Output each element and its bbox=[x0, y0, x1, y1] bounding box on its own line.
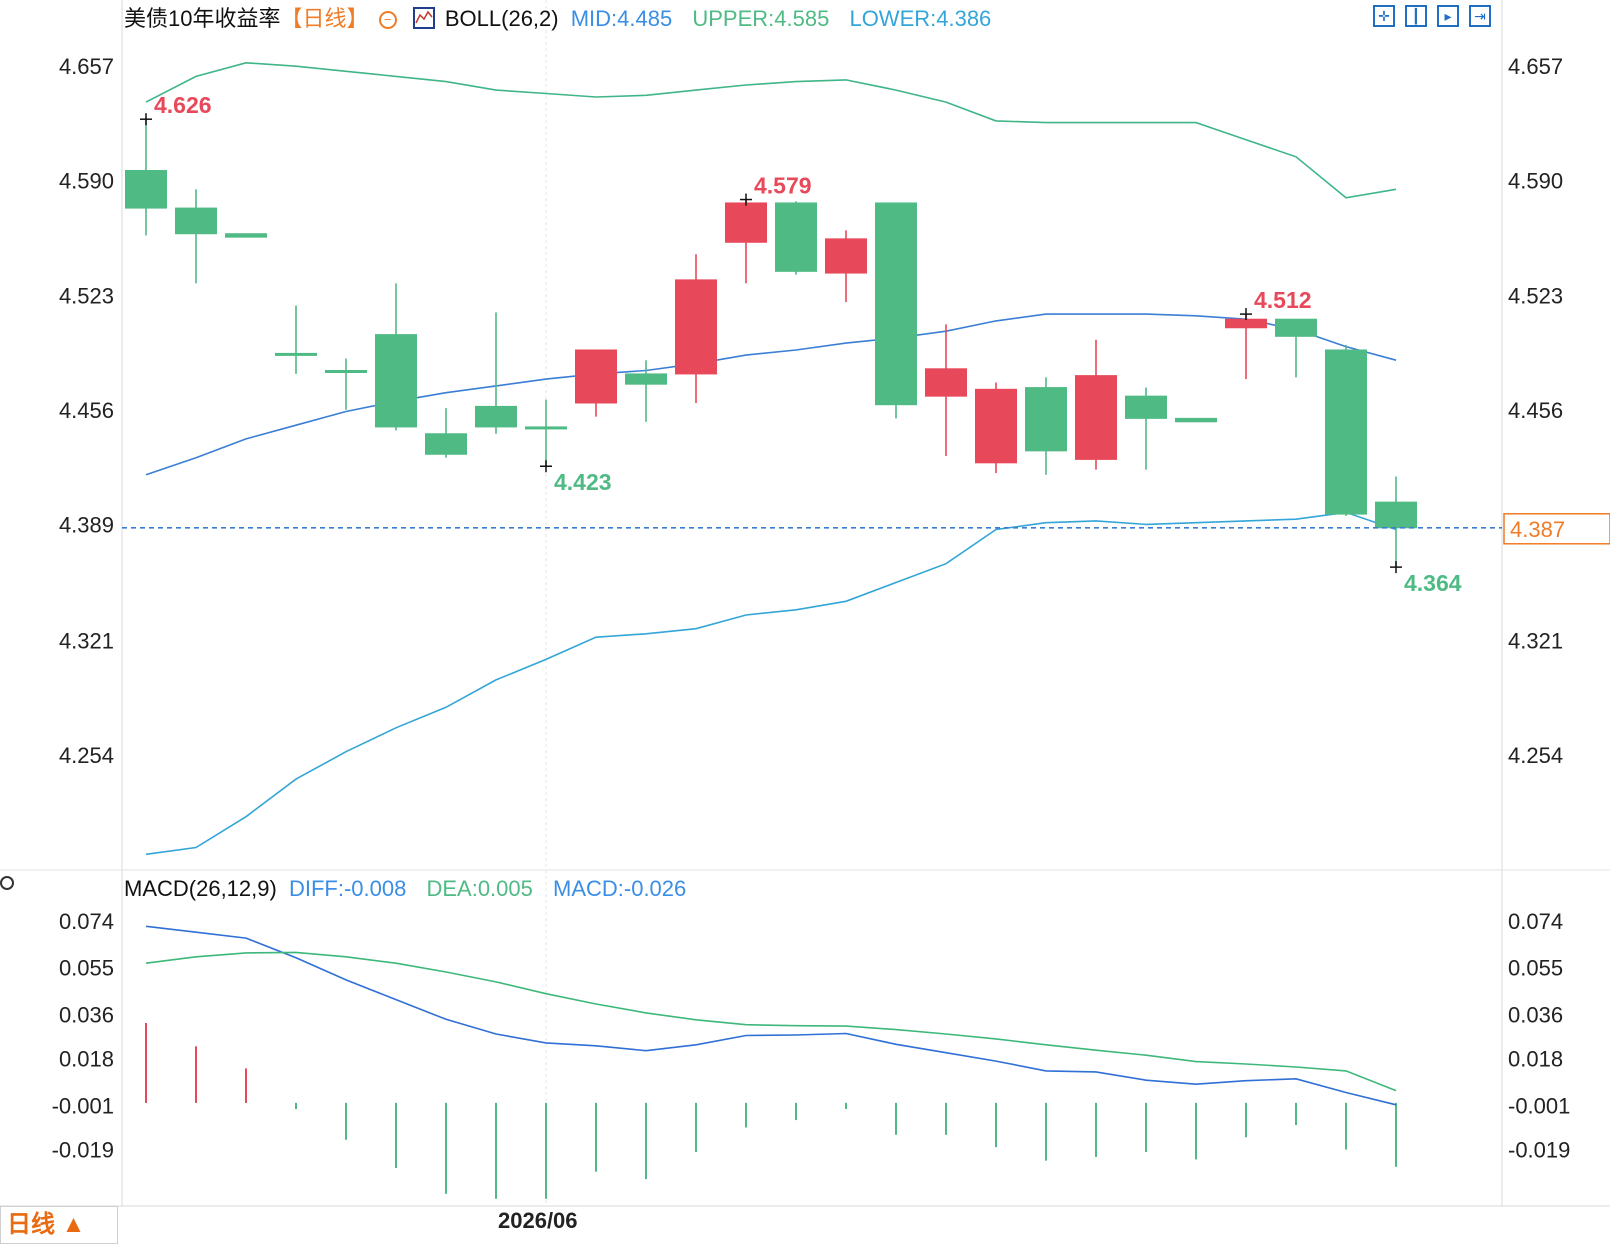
candle-body bbox=[775, 202, 817, 272]
price-tick-label-right: 4.321 bbox=[1508, 629, 1563, 654]
jump-end-icon[interactable]: ⇥ bbox=[1469, 5, 1491, 27]
price-tick-label-right: 4.456 bbox=[1508, 398, 1563, 423]
annotation-label: 4.423 bbox=[554, 469, 612, 495]
macd-tick-label-right: 0.074 bbox=[1508, 909, 1563, 934]
price-tick-label-right: 4.657 bbox=[1508, 54, 1563, 79]
candle-body bbox=[1125, 395, 1167, 419]
macd-tick-label-left: 0.055 bbox=[59, 956, 114, 981]
macd-tick-label-left: -0.001 bbox=[52, 1093, 114, 1118]
gear-icon[interactable] bbox=[0, 876, 14, 890]
candle-body bbox=[825, 238, 867, 274]
macd-macd-value: MACD:-0.026 bbox=[553, 876, 687, 901]
annotation-label: 4.626 bbox=[154, 92, 212, 118]
boll-upper-line bbox=[145, 61, 1397, 199]
candle-body bbox=[1275, 318, 1317, 337]
macd-label: MACD(26,12,9) bbox=[124, 876, 277, 901]
candle-body bbox=[475, 405, 517, 428]
x-axis-date-label: 2026/06 bbox=[498, 1208, 578, 1233]
macd-tick-label-right: -0.001 bbox=[1508, 1093, 1570, 1118]
price-tick-label-left: 4.389 bbox=[59, 512, 114, 537]
candle-body bbox=[925, 368, 967, 397]
candle-body bbox=[975, 388, 1017, 464]
price-tick-label-left: 4.456 bbox=[59, 398, 114, 423]
candle-body bbox=[325, 370, 367, 374]
candle-body bbox=[125, 169, 167, 209]
candle-body bbox=[425, 433, 467, 455]
price-tick-label-right: 4.590 bbox=[1508, 169, 1563, 194]
candle-body bbox=[275, 352, 317, 356]
price-tick-label-right: 4.523 bbox=[1508, 283, 1563, 308]
step-forward-icon[interactable]: ▸ bbox=[1437, 5, 1459, 27]
candle-body bbox=[875, 202, 917, 406]
candle-body bbox=[1375, 501, 1417, 529]
price-tick-label-left: 4.321 bbox=[59, 629, 114, 654]
last-price-label: 4.387 bbox=[1510, 517, 1565, 542]
price-tick-label-left: 4.254 bbox=[59, 743, 114, 768]
annotation-label: 4.364 bbox=[1404, 570, 1462, 596]
annotation-label: 4.579 bbox=[754, 173, 812, 199]
candle-body bbox=[1225, 318, 1267, 329]
candle-body bbox=[1175, 417, 1217, 423]
instrument-title: 美债10年收益率 bbox=[124, 6, 281, 31]
bar-chart-icon[interactable]: ┃ bbox=[1405, 5, 1427, 27]
macd-tick-label-right: 0.018 bbox=[1508, 1047, 1563, 1072]
candle-body bbox=[1325, 349, 1367, 515]
candle-body bbox=[675, 279, 717, 375]
macd-tick-label-right: -0.019 bbox=[1508, 1138, 1570, 1163]
crosshair-icon[interactable]: ✛ bbox=[1373, 5, 1395, 27]
boll-lower-value: LOWER:4.386 bbox=[849, 6, 992, 31]
period-toggle-button[interactable]: 日线 ▲ bbox=[0, 1206, 118, 1244]
macd-tick-label-right: 0.055 bbox=[1508, 956, 1563, 981]
candle-body bbox=[175, 207, 217, 235]
chart-header: 美债10年收益率【日线】 − BOLL(26,2) MID:4.485 UPPE… bbox=[124, 6, 991, 32]
price-tick-label-right: 4.254 bbox=[1508, 743, 1563, 768]
candle-body bbox=[375, 334, 417, 428]
last-price-tag bbox=[1503, 513, 1610, 545]
macd-diff-line bbox=[145, 925, 1397, 1106]
candle-body bbox=[1075, 375, 1117, 460]
macd-tick-label-left: 0.036 bbox=[59, 1002, 114, 1027]
macd-tick-label-left: 0.074 bbox=[59, 909, 114, 934]
annotation-label: 4.512 bbox=[1254, 287, 1312, 313]
price-tick-label-left: 4.590 bbox=[59, 169, 114, 194]
candle-body bbox=[625, 373, 667, 385]
macd-diff-value: DIFF:-0.008 bbox=[288, 876, 407, 901]
macd-header: MACD(26,12,9) DIFF:-0.008 DEA:0.005 MACD… bbox=[124, 876, 686, 902]
boll-lower-line bbox=[145, 511, 1397, 856]
boll-mid-value: MID:4.485 bbox=[570, 6, 673, 31]
macd-tick-label-left: -0.019 bbox=[52, 1138, 114, 1163]
boll-mid-line bbox=[145, 313, 1397, 476]
price-tick-label-left: 4.523 bbox=[59, 283, 114, 308]
macd-tick-label-right: 0.036 bbox=[1508, 1002, 1563, 1027]
candle-body bbox=[725, 202, 767, 243]
price-tick-label-left: 4.657 bbox=[59, 54, 114, 79]
candle-body bbox=[1025, 387, 1067, 452]
candle-body bbox=[225, 233, 267, 238]
candle-body bbox=[525, 426, 567, 430]
macd-tick-label-left: 0.018 bbox=[59, 1047, 114, 1072]
indicator-chart-icon[interactable] bbox=[412, 7, 435, 30]
boll-upper-value: UPPER:4.585 bbox=[692, 6, 830, 31]
period-tag: 【日线】 bbox=[280, 6, 369, 31]
candle-body bbox=[575, 349, 617, 404]
macd-dea-line bbox=[145, 951, 1397, 1092]
macd-dea-value: DEA:0.005 bbox=[426, 876, 533, 901]
zoom-circle-icon[interactable]: − bbox=[378, 11, 397, 30]
boll-label: BOLL(26,2) bbox=[444, 6, 559, 31]
